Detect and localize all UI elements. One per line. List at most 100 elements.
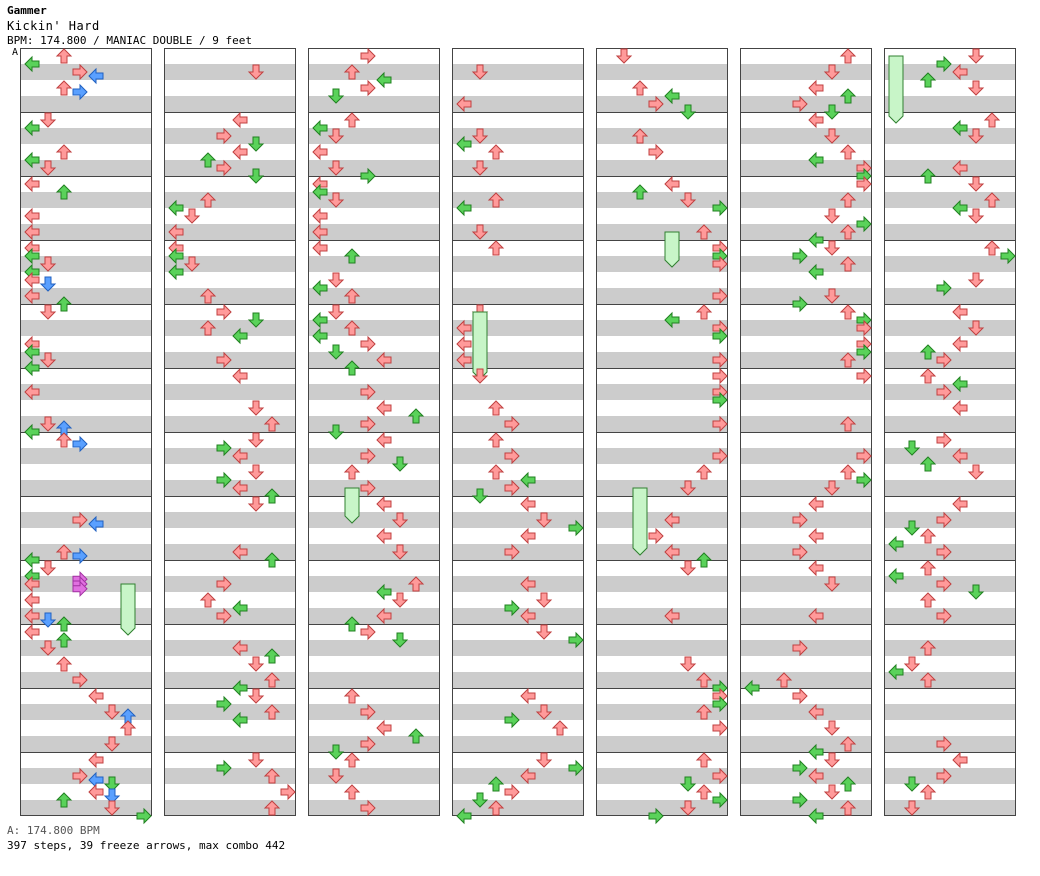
step-arrow bbox=[39, 304, 57, 320]
step-arrow bbox=[55, 144, 73, 160]
step-arrow bbox=[24, 55, 40, 73]
step-arrow bbox=[39, 160, 57, 176]
step-arrow bbox=[471, 488, 489, 504]
bpm-summary: A: 174.800 BPM bbox=[7, 824, 100, 837]
step-arrow bbox=[936, 279, 952, 297]
step-arrow bbox=[471, 64, 489, 80]
step-arrow bbox=[343, 688, 361, 704]
step-arrow bbox=[919, 560, 937, 576]
step-arrow bbox=[631, 80, 649, 96]
step-arrow bbox=[312, 119, 328, 137]
step-arrow bbox=[376, 495, 392, 513]
step-arrow bbox=[919, 456, 937, 472]
step-arrow bbox=[216, 351, 232, 369]
step-arrow bbox=[327, 744, 345, 760]
step-arrow bbox=[39, 112, 57, 128]
chart-info: BPM: 174.800 / MANIAC DOUBLE / 9 feet bbox=[7, 34, 253, 47]
step-arrow bbox=[55, 432, 73, 448]
step-arrow bbox=[232, 599, 248, 617]
step-arrow bbox=[312, 223, 328, 241]
step-arrow bbox=[55, 296, 73, 312]
step-arrow bbox=[312, 207, 328, 225]
step-arrow bbox=[839, 464, 857, 480]
step-arrow bbox=[263, 768, 281, 784]
step-arrow bbox=[823, 720, 841, 736]
song-title: Kickin' Hard bbox=[7, 19, 100, 33]
step-arrow bbox=[327, 192, 345, 208]
step-arrow bbox=[712, 367, 728, 385]
step-arrow bbox=[679, 480, 697, 496]
step-arrow bbox=[360, 383, 376, 401]
step-arrow bbox=[376, 351, 392, 369]
step-arrow bbox=[343, 464, 361, 480]
step-arrow bbox=[792, 791, 808, 809]
step-arrow bbox=[247, 752, 265, 768]
step-arrow bbox=[199, 592, 217, 608]
step-arrow bbox=[232, 367, 248, 385]
step-arrow bbox=[679, 776, 697, 792]
step-arrow bbox=[199, 192, 217, 208]
step-arrow bbox=[232, 327, 248, 345]
step-arrow bbox=[24, 175, 40, 193]
step-arrow bbox=[712, 391, 728, 409]
step-arrow bbox=[551, 720, 569, 736]
step-arrow bbox=[24, 575, 40, 593]
step-arrow bbox=[24, 623, 40, 641]
step-arrow bbox=[695, 672, 713, 688]
step-arrow bbox=[695, 704, 713, 720]
step-arrow bbox=[967, 80, 985, 96]
step-arrow bbox=[648, 807, 664, 825]
step-arrow bbox=[232, 111, 248, 129]
step-arrow bbox=[263, 552, 281, 568]
step-arrow bbox=[952, 375, 968, 393]
step-arrow bbox=[88, 67, 104, 85]
step-arrow bbox=[712, 199, 728, 217]
step-arrow bbox=[919, 72, 937, 88]
step-arrow bbox=[24, 423, 40, 441]
step-arrow bbox=[247, 656, 265, 672]
step-arrow bbox=[504, 447, 520, 465]
step-arrow bbox=[72, 435, 88, 453]
chart-column bbox=[20, 48, 152, 816]
step-arrow bbox=[983, 240, 1001, 256]
step-arrow bbox=[936, 351, 952, 369]
step-arrow bbox=[856, 343, 872, 361]
step-arrow bbox=[360, 415, 376, 433]
step-arrow bbox=[823, 104, 841, 120]
step-arrow bbox=[247, 312, 265, 328]
step-arrow bbox=[823, 208, 841, 224]
step-arrow bbox=[103, 788, 121, 804]
step-arrow bbox=[808, 703, 824, 721]
step-arrow bbox=[952, 399, 968, 417]
step-arrow bbox=[103, 736, 121, 752]
step-arrow bbox=[888, 535, 904, 553]
step-arrow bbox=[808, 767, 824, 785]
step-arrow bbox=[343, 360, 361, 376]
step-arrow bbox=[487, 240, 505, 256]
step-arrow bbox=[839, 416, 857, 432]
step-arrow bbox=[312, 311, 328, 329]
step-arrow bbox=[407, 728, 425, 744]
step-arrow bbox=[471, 368, 489, 384]
step-arrow bbox=[232, 543, 248, 561]
step-arrow bbox=[952, 447, 968, 465]
step-arrow bbox=[839, 800, 857, 816]
step-arrow bbox=[216, 759, 232, 777]
step-arrow bbox=[327, 272, 345, 288]
step-arrow bbox=[952, 751, 968, 769]
step-arrow bbox=[712, 719, 728, 737]
step-arrow bbox=[343, 248, 361, 264]
step-arrow bbox=[520, 527, 536, 545]
step-arrow bbox=[39, 256, 57, 272]
step-arrow bbox=[487, 192, 505, 208]
step-arrow bbox=[280, 783, 296, 801]
step-arrow bbox=[136, 807, 152, 825]
step-arrow bbox=[199, 320, 217, 336]
step-arrow bbox=[312, 327, 328, 345]
step-arrow bbox=[504, 599, 520, 617]
step-arrow bbox=[792, 511, 808, 529]
step-arrow bbox=[216, 303, 232, 321]
chart-column bbox=[308, 48, 440, 816]
step-arrow bbox=[520, 767, 536, 785]
step-arrow bbox=[247, 688, 265, 704]
